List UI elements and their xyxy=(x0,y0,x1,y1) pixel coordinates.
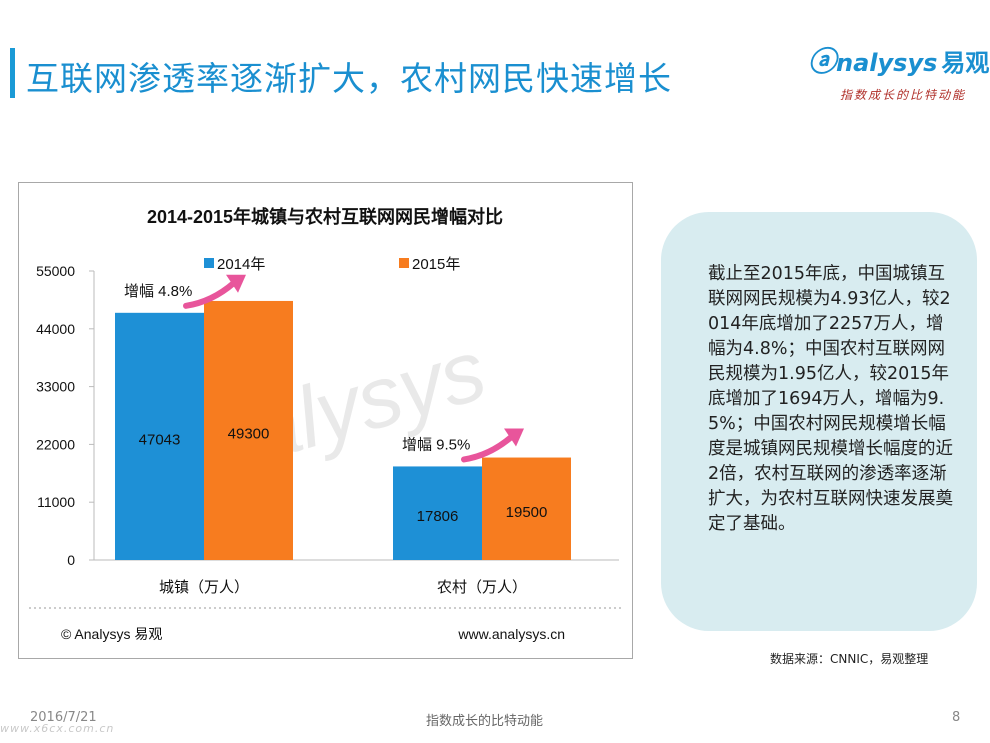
bar-2014年-0 xyxy=(115,312,204,560)
growth-arrowhead xyxy=(504,428,524,447)
legend-label: 2014年 xyxy=(217,256,265,273)
bar-2014年-1 xyxy=(393,466,482,560)
chart-bars: 47043 49300 17806 19500 xyxy=(115,300,571,560)
growth-annotation: 增幅 9.5% xyxy=(402,436,470,453)
summary-callout xyxy=(661,212,977,631)
data-source: 数据来源：CNNIC，易观整理 xyxy=(770,652,929,666)
legend-label: 2015年 xyxy=(412,256,460,273)
logo-brand-cn: 易观 xyxy=(941,49,990,77)
y-tick-label: 33000 xyxy=(36,379,75,395)
y-tick-label: 22000 xyxy=(36,436,75,452)
bar-value-label: 47043 xyxy=(139,431,181,448)
bar-value-label: 49300 xyxy=(228,425,270,442)
page-title: 互联网渗透率逐渐扩大，农村网民快速增长 xyxy=(26,59,672,98)
logo-brand: nalysys xyxy=(836,49,938,77)
site-watermark: www.x6cx.com.cn xyxy=(0,722,115,735)
footer-tagline: 指数成长的比特动能 xyxy=(426,714,544,729)
title-accent-bar xyxy=(10,48,15,98)
legend-swatch xyxy=(399,258,409,268)
x-tick-label: 农村（万人） xyxy=(437,579,527,596)
x-tick-label: 城镇（万人） xyxy=(159,579,249,596)
bar-value-label: 17806 xyxy=(417,508,459,525)
chart-annotations: 增幅 4.8% 增幅 9.5% xyxy=(124,274,524,463)
page-number: 8 xyxy=(952,710,961,725)
logo-tagline: 指数成长的比特动能 xyxy=(840,88,967,102)
chart-website: www.analysys.cn xyxy=(457,626,565,642)
chart-copyright: © Analysys 易观 xyxy=(61,626,162,642)
legend-swatch xyxy=(204,258,214,268)
growth-annotation: 增幅 4.8% xyxy=(124,283,192,300)
chart-frame: analysys 2014-2015年城镇与农村互联网网民增幅对比 2014年 2… xyxy=(18,182,633,659)
y-tick-label: 11000 xyxy=(37,494,75,510)
summary-text: 截止至2015年底，中国城镇互联网网民规模为4.93亿人，较2014年底增加了2… xyxy=(708,264,953,534)
bar-2015年-1 xyxy=(482,457,571,560)
bar-chart: analysys 2014-2015年城镇与农村互联网网民增幅对比 2014年 2… xyxy=(29,206,622,642)
footer-date: 2016/7/21 xyxy=(30,710,97,725)
growth-arrow xyxy=(461,433,515,463)
chart-legend: 2014年 2015年 xyxy=(204,256,460,273)
bar-value-label: 19500 xyxy=(506,504,548,521)
y-tick-label: 0 xyxy=(67,552,75,568)
chart-axes: 0 11000 22000 33000 44000 55000 城镇（万人） 农村（万人） xyxy=(36,263,619,596)
bar-2015年-0 xyxy=(204,300,293,560)
y-tick-label: 44000 xyxy=(36,321,75,337)
growth-arrow xyxy=(183,279,237,309)
logo-wordmark: ⓐnalysys 易观 xyxy=(808,45,990,78)
chart-title: 2014-2015年城镇与农村互联网网民增幅对比 xyxy=(147,206,503,227)
y-tick-label: 55000 xyxy=(36,263,75,279)
growth-arrowhead xyxy=(226,274,246,293)
analysys-logo: ⓐnalysys 易观 指数成长的比特动能 xyxy=(808,40,989,110)
